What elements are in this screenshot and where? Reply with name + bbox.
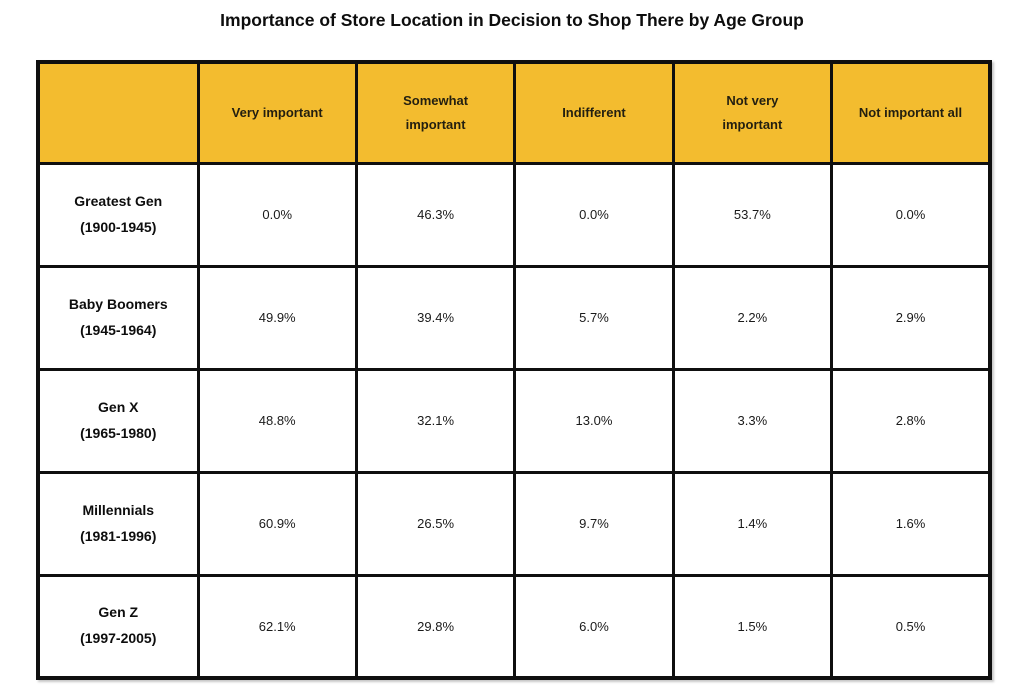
table-cell: 39.4% [354, 264, 517, 371]
page-title: Importance of Store Location in Decision… [220, 10, 804, 30]
table-cell: 13.0% [513, 367, 675, 474]
row-header-gen-z: Gen Z (1997-2005) [36, 573, 200, 680]
column-header-very-important: Very important [196, 60, 358, 165]
table-row-gen-x: Gen X (1965-1980) 48.8% 32.1% 13.0% 3.3%… [36, 367, 992, 474]
table-cell: 53.7% [671, 161, 834, 268]
table-cell: 32.1% [354, 367, 517, 474]
group-years: (1965-1980) [80, 424, 157, 441]
table-cell: 46.3% [354, 161, 517, 268]
table-cell: 9.7% [513, 470, 675, 577]
group-years: (1981-1996) [80, 527, 157, 544]
table-cell: 48.8% [196, 367, 358, 474]
column-header-not-important-all: Not important all [830, 60, 992, 165]
table-row-greatest-gen: Greatest Gen (1900-1945) 0.0% 46.3% 0.0%… [36, 161, 992, 268]
group-years: (1945-1964) [80, 321, 157, 338]
table-cell: 6.0% [513, 573, 675, 680]
table-cell: 1.5% [671, 573, 834, 680]
table-cell: 5.7% [513, 264, 675, 371]
header-row: Very important Somewhat important Indiff… [36, 60, 992, 165]
table-row-gen-z: Gen Z (1997-2005) 62.1% 29.8% 6.0% 1.5% … [36, 573, 992, 680]
table-cell: 26.5% [354, 470, 517, 577]
table-cell: 0.0% [196, 161, 358, 268]
age-group-importance-table: Very important Somewhat important Indiff… [36, 60, 992, 680]
table-cell: 2.9% [830, 264, 992, 371]
table-cell: 29.8% [354, 573, 517, 680]
table-cell: 62.1% [196, 573, 358, 680]
table-cell: 3.3% [671, 367, 834, 474]
table-cell: 60.9% [196, 470, 358, 577]
column-header-indifferent: Indifferent [513, 60, 675, 165]
group-name: Gen X [98, 398, 139, 415]
table-cell: 2.2% [671, 264, 834, 371]
table-cell: 0.5% [830, 573, 992, 680]
table-cell: 0.0% [513, 161, 675, 268]
table-cell: 0.0% [830, 161, 992, 268]
row-header-millennials: Millennials (1981-1996) [36, 470, 200, 577]
row-header-baby-boomers: Baby Boomers (1945-1964) [36, 264, 200, 371]
column-header-not-very-important: Not very important [671, 60, 834, 165]
corner-cell [36, 60, 200, 165]
table-cell: 49.9% [196, 264, 358, 371]
group-years: (1900-1945) [80, 218, 157, 235]
table-cell: 1.4% [671, 470, 834, 577]
column-header-somewhat-important: Somewhat important [354, 60, 517, 165]
group-name: Greatest Gen [74, 192, 163, 209]
table-cell: 1.6% [830, 470, 992, 577]
row-header-greatest-gen: Greatest Gen (1900-1945) [36, 161, 200, 268]
row-header-gen-x: Gen X (1965-1980) [36, 367, 200, 474]
table-row-baby-boomers: Baby Boomers (1945-1964) 49.9% 39.4% 5.7… [36, 264, 992, 371]
group-name: Millennials [82, 501, 155, 518]
group-years: (1997-2005) [80, 630, 157, 647]
table-row-millennials: Millennials (1981-1996) 60.9% 26.5% 9.7%… [36, 470, 992, 577]
group-name: Gen Z [98, 604, 139, 621]
group-name: Baby Boomers [68, 295, 168, 312]
table-cell: 2.8% [830, 367, 992, 474]
